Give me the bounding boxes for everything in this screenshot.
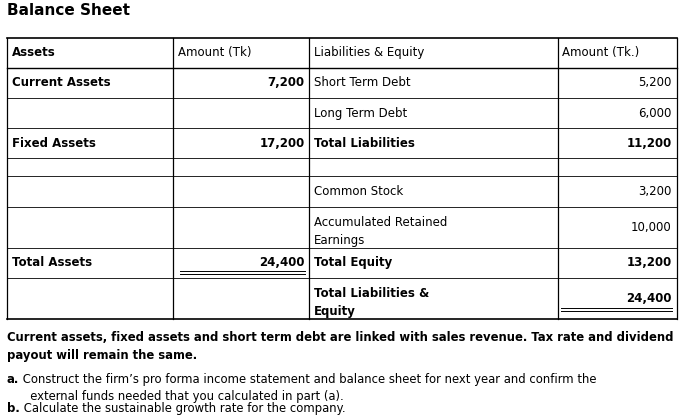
- Text: 5,200: 5,200: [639, 76, 672, 90]
- Text: Assets: Assets: [12, 46, 55, 59]
- Text: Total Liabilities: Total Liabilities: [314, 137, 415, 150]
- Text: Amount (Tk): Amount (Tk): [178, 46, 252, 59]
- Text: Fixed Assets: Fixed Assets: [12, 137, 95, 150]
- Text: 11,200: 11,200: [626, 137, 672, 150]
- Text: Amount (Tk.): Amount (Tk.): [562, 46, 640, 59]
- Text: Current assets, fixed assets and short term debt are linked with sales revenue. : Current assets, fixed assets and short t…: [7, 331, 673, 362]
- Text: 7,200: 7,200: [267, 76, 305, 90]
- Text: 10,000: 10,000: [631, 220, 672, 234]
- Text: 17,200: 17,200: [259, 137, 305, 150]
- Text: Liabilities & Equity: Liabilities & Equity: [314, 46, 424, 59]
- Text: Total Equity: Total Equity: [314, 256, 392, 269]
- Text: 24,400: 24,400: [626, 292, 672, 305]
- Text: Total Liabilities &: Total Liabilities &: [314, 287, 429, 300]
- Text: 3,200: 3,200: [639, 185, 672, 198]
- Text: Total Assets: Total Assets: [12, 256, 92, 269]
- Text: Accumulated Retained: Accumulated Retained: [314, 216, 447, 229]
- Text: a.: a.: [7, 373, 19, 386]
- Text: 13,200: 13,200: [626, 256, 672, 269]
- Text: Equity: Equity: [314, 305, 356, 318]
- Text: 24,400: 24,400: [259, 256, 305, 269]
- Text: Common Stock: Common Stock: [314, 185, 403, 198]
- Text: Long Term Debt: Long Term Debt: [314, 106, 407, 120]
- Text: b.: b.: [7, 402, 20, 415]
- Text: Short Term Debt: Short Term Debt: [314, 76, 411, 90]
- Text: Construct the firm’s pro forma income statement and balance sheet for next year : Construct the firm’s pro forma income st…: [19, 373, 596, 403]
- Text: 6,000: 6,000: [639, 106, 672, 120]
- Text: Calculate the sustainable growth rate for the company.: Calculate the sustainable growth rate fo…: [20, 402, 345, 415]
- Text: Earnings: Earnings: [314, 234, 366, 247]
- Text: Balance Sheet: Balance Sheet: [7, 3, 130, 18]
- Text: Current Assets: Current Assets: [12, 76, 110, 90]
